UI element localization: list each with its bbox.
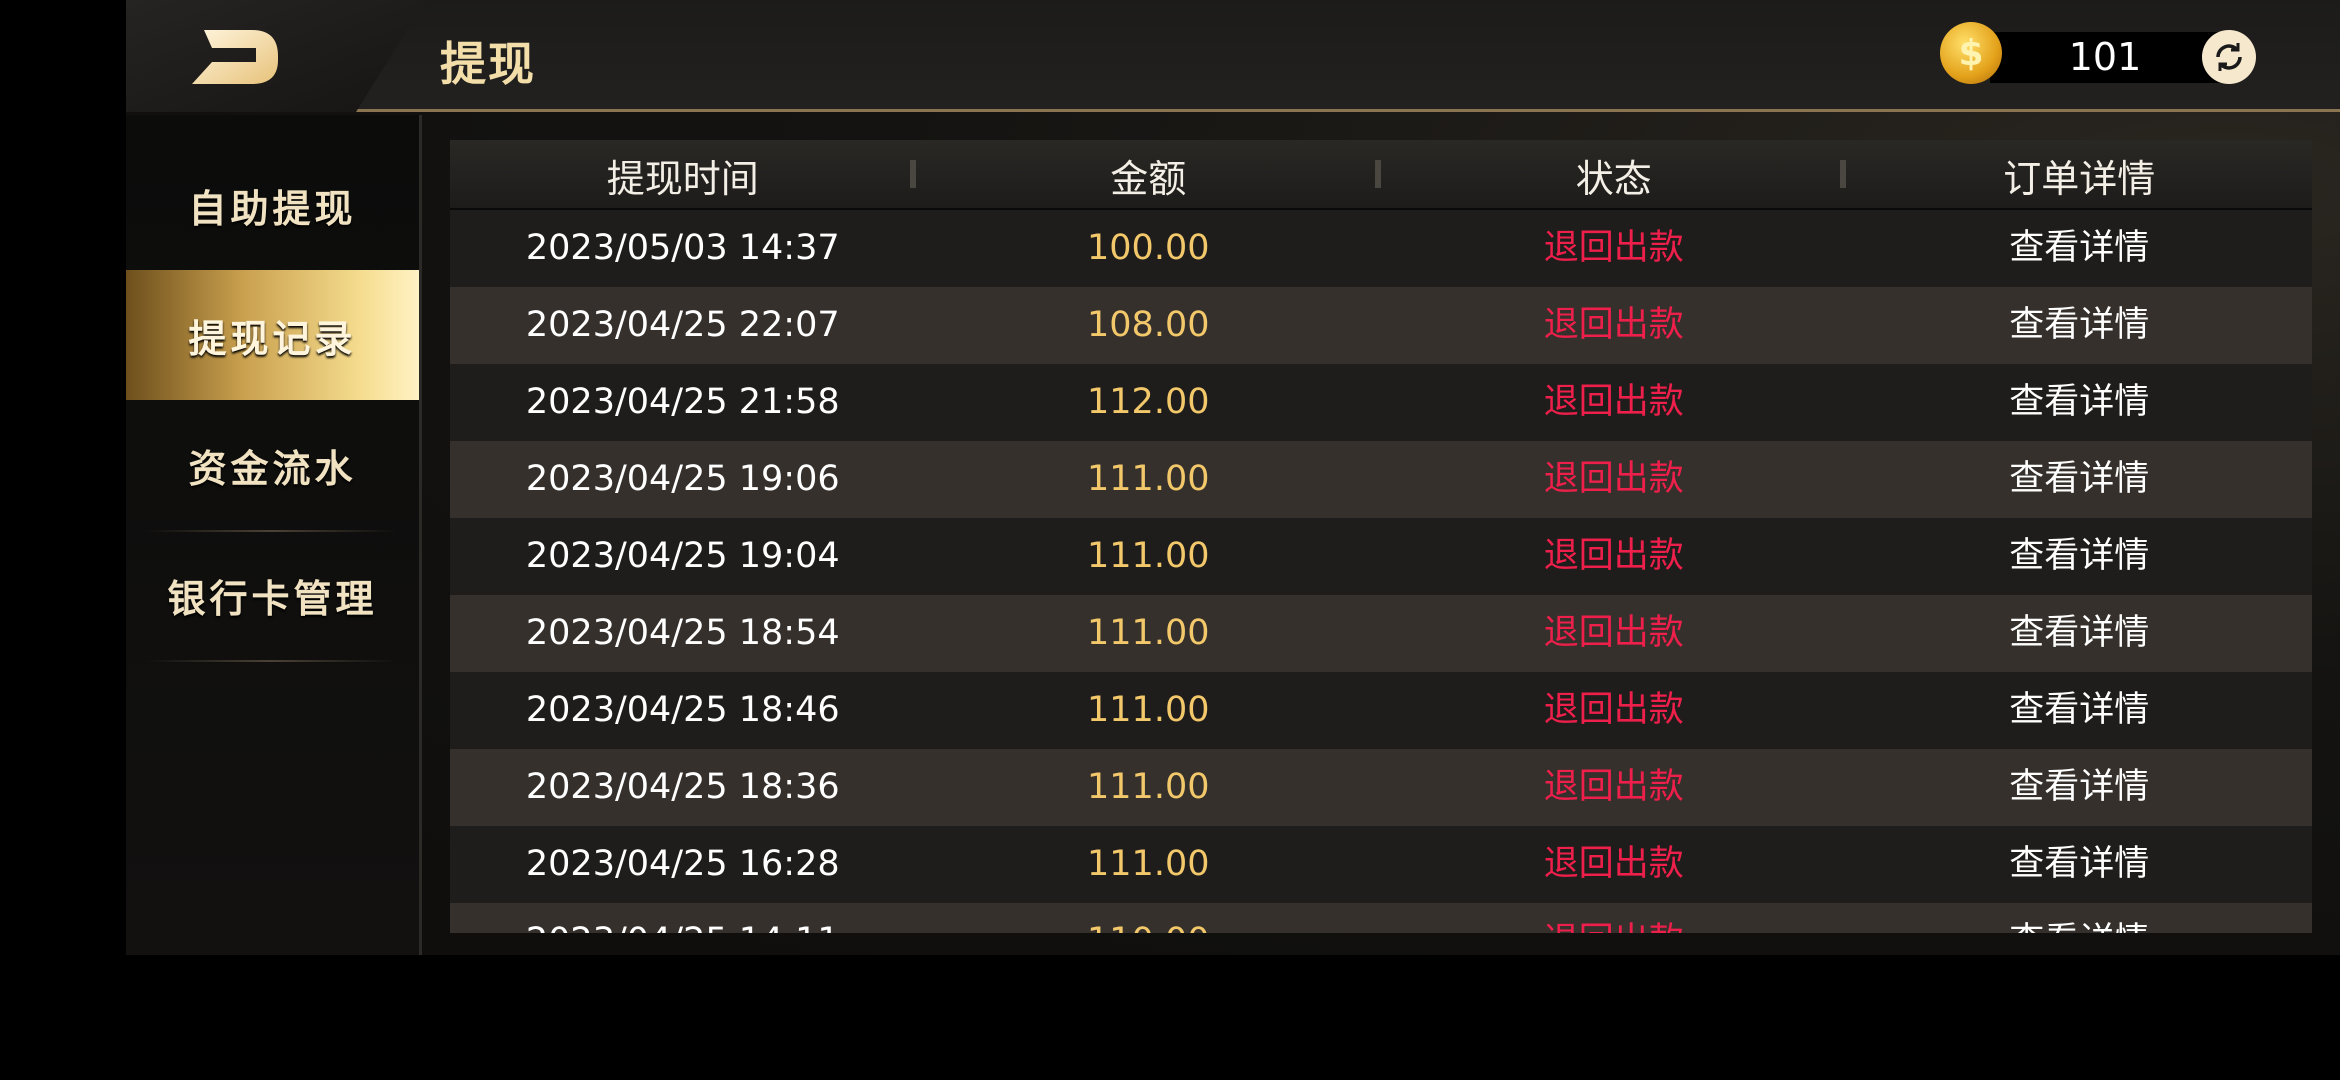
table-row: 2023/04/25 18:36 111.00 退回出款 查看详情 <box>450 749 2312 826</box>
view-detail-link[interactable]: 查看详情 <box>2009 536 2150 576</box>
cell-amount: 111.00 <box>1087 844 1210 884</box>
cell-status: 退回出款 <box>1543 382 1684 422</box>
column-header-status: 状态 <box>1575 157 1652 201</box>
app-window: 提现 101 $ 自助提现 提现记录 资金流水 银行卡管理 提现时间 金额 状态… <box>126 0 2340 955</box>
column-separator <box>1375 160 1381 188</box>
table-row: 2023/04/25 19:06 111.00 退回出款 查看详情 <box>450 441 2312 518</box>
table-row: 2023/04/25 16:28 111.00 退回出款 查看详情 <box>450 826 2312 903</box>
sidebar-item-fund-flow[interactable]: 资金流水 <box>126 400 419 530</box>
cell-time: 2023/04/25 21:58 <box>525 382 840 422</box>
cell-amount: 111.00 <box>1087 690 1210 730</box>
cell-time: 2023/04/25 18:46 <box>525 690 840 730</box>
table-row: 2023/04/25 18:54 111.00 退回出款 查看详情 <box>450 595 2312 672</box>
cell-amount: 110.00 <box>916 903 1382 933</box>
view-detail-link[interactable]: 查看详情 <box>2009 305 2150 345</box>
balance-value: 101 <box>1990 32 2220 83</box>
refresh-icon <box>2216 43 2242 71</box>
cell-status: 退回出款 <box>1543 228 1684 268</box>
table-row: 2023/04/25 22:07 108.00 退回出款 查看详情 <box>450 287 2312 364</box>
cell-amount: 111.00 <box>1087 767 1210 807</box>
cell-time: 2023/04/25 16:28 <box>525 844 840 884</box>
cell-time: 2023/04/25 18:54 <box>525 613 840 653</box>
sidebar-item-bank-cards[interactable]: 银行卡管理 <box>126 530 419 660</box>
view-detail-link[interactable]: 查看详情 <box>2009 613 2150 653</box>
sidebar-item-label: 资金流水 <box>188 446 357 491</box>
cell-status: 退回出款 <box>1381 903 1847 933</box>
cell-time: 2023/04/25 19:04 <box>525 536 840 576</box>
column-separator <box>910 160 916 188</box>
back-logo-icon <box>192 30 278 84</box>
cell-amount: 111.00 <box>1087 613 1210 653</box>
refresh-button[interactable] <box>2202 30 2256 84</box>
cell-time: 2023/04/25 14:11 <box>450 903 916 933</box>
view-detail-link[interactable]: 查看详情 <box>2009 767 2150 807</box>
view-detail-link[interactable]: 查看详情 <box>2009 690 2150 730</box>
cell-amount: 111.00 <box>1087 536 1210 576</box>
sidebar-item-label: 提现记录 <box>188 316 357 361</box>
view-detail-link[interactable]: 查看详情 <box>2009 228 2150 268</box>
sidebar-item-label: 自助提现 <box>188 186 357 231</box>
cell-status: 退回出款 <box>1543 767 1684 807</box>
view-detail-link[interactable]: 查看详情 <box>2009 459 2150 499</box>
cell-amount: 112.00 <box>1087 382 1210 422</box>
column-separator <box>1840 160 1846 188</box>
column-header-time: 提现时间 <box>606 157 759 201</box>
back-button[interactable] <box>190 28 282 86</box>
sidebar-item-self-withdraw[interactable]: 自助提现 <box>126 140 419 270</box>
sidebar-item-label: 银行卡管理 <box>167 576 378 621</box>
page-title: 提现 <box>440 37 536 91</box>
cell-time: 2023/05/03 14:37 <box>525 228 840 268</box>
cell-amount: 111.00 <box>1087 459 1210 499</box>
table-row: 2023/05/03 14:37 100.00 退回出款 查看详情 <box>450 210 2312 287</box>
view-detail-link[interactable]: 查看详情 <box>2009 382 2150 422</box>
table-body: 2023/05/03 14:37 100.00 退回出款 查看详情 2023/04/25… <box>450 210 2312 933</box>
table-header: 提现时间 金额 状态 订单详情 <box>450 140 2312 210</box>
table-row: 2023/04/25 18:46 111.00 退回出款 查看详情 <box>450 672 2312 749</box>
view-detail-link[interactable]: 查看详情 <box>1847 903 2313 933</box>
column-header-detail: 订单详情 <box>2003 157 2156 201</box>
divider <box>146 530 396 532</box>
withdraw-records-table[interactable]: 提现时间 金额 状态 订单详情 2023/05/03 14:37 100.00 退回… <box>450 140 2312 933</box>
sidebar-item-withdraw-records[interactable]: 提现记录 <box>126 270 419 400</box>
table-row: 2023/04/25 19:04 111.00 退回出款 查看详情 <box>450 518 2312 595</box>
cell-status: 退回出款 <box>1543 613 1684 653</box>
cell-status: 退回出款 <box>1543 844 1684 884</box>
sidebar: 自助提现 提现记录 资金流水 银行卡管理 <box>126 115 422 955</box>
cell-status: 退回出款 <box>1543 459 1684 499</box>
view-detail-link[interactable]: 查看详情 <box>2009 844 2150 884</box>
table-row: 2023/04/25 21:58 112.00 退回出款 查看详情 <box>450 364 2312 441</box>
cell-time: 2023/04/25 18:36 <box>525 767 840 807</box>
column-header-amount: 金额 <box>1110 157 1187 201</box>
cell-amount: 100.00 <box>1087 228 1210 268</box>
cell-time: 2023/04/25 19:06 <box>525 459 840 499</box>
cell-status: 退回出款 <box>1543 690 1684 730</box>
cell-amount: 108.00 <box>1087 305 1210 345</box>
cell-time: 2023/04/25 22:07 <box>525 305 840 345</box>
coin-dollar-icon: $ <box>1940 22 2002 84</box>
cell-status: 退回出款 <box>1543 305 1684 345</box>
divider <box>146 660 396 662</box>
cell-status: 退回出款 <box>1543 536 1684 576</box>
header: 提现 101 $ <box>126 0 2340 112</box>
